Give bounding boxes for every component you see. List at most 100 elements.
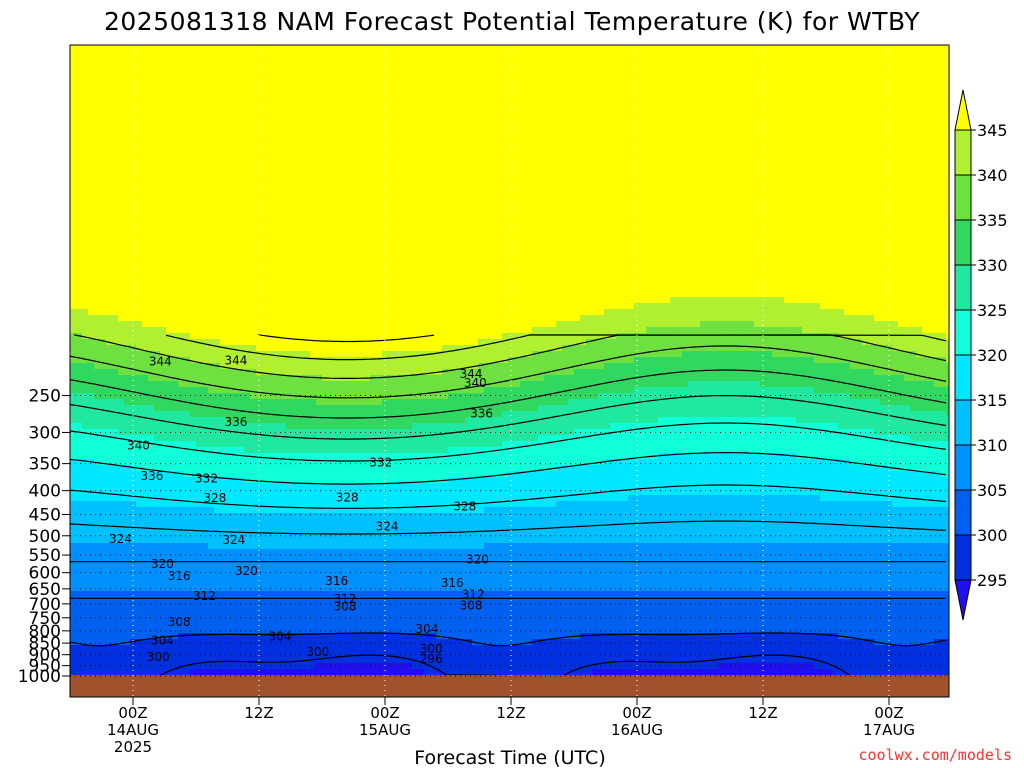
field-cell bbox=[76, 195, 83, 202]
field-cell bbox=[196, 543, 203, 550]
field-cell bbox=[178, 231, 185, 238]
field-cell bbox=[112, 267, 119, 274]
field-cell bbox=[130, 351, 137, 358]
field-cell bbox=[328, 537, 335, 544]
field-cell bbox=[160, 117, 167, 124]
field-cell bbox=[286, 495, 293, 502]
field-cell bbox=[160, 207, 167, 214]
field-cell bbox=[286, 345, 293, 352]
field-cell bbox=[340, 63, 347, 70]
field-cell bbox=[196, 159, 203, 166]
field-cell bbox=[250, 633, 257, 640]
field-cell bbox=[280, 531, 287, 538]
field-cell bbox=[130, 285, 137, 292]
field-cell bbox=[70, 141, 77, 148]
field-cell bbox=[268, 93, 275, 100]
field-cell bbox=[82, 201, 89, 208]
field-cell bbox=[280, 537, 287, 544]
field-cell bbox=[202, 459, 209, 466]
field-cell bbox=[154, 279, 161, 286]
field-cell bbox=[250, 249, 257, 256]
field-cell bbox=[178, 597, 185, 604]
field-cell bbox=[202, 639, 209, 646]
field-cell bbox=[136, 339, 143, 346]
field-cell bbox=[310, 225, 317, 232]
field-cell bbox=[112, 129, 119, 136]
field-cell bbox=[256, 459, 263, 466]
field-cell bbox=[154, 339, 161, 346]
field-cell bbox=[298, 231, 305, 238]
field-cell bbox=[208, 525, 215, 532]
field-cell bbox=[136, 363, 143, 370]
field-cell bbox=[256, 45, 263, 52]
field-cell bbox=[142, 639, 149, 646]
field-cell bbox=[196, 477, 203, 484]
field-cell bbox=[142, 471, 149, 478]
field-cell bbox=[340, 333, 347, 340]
field-cell bbox=[76, 657, 83, 664]
field-cell bbox=[142, 189, 149, 196]
field-cell bbox=[220, 579, 227, 586]
field-cell bbox=[178, 501, 185, 508]
field-cell bbox=[112, 621, 119, 628]
field-cell bbox=[274, 573, 281, 580]
field-cell bbox=[160, 471, 167, 478]
field-cell bbox=[310, 603, 317, 610]
field-cell bbox=[298, 567, 305, 574]
field-cell bbox=[280, 561, 287, 568]
field-cell bbox=[178, 129, 185, 136]
field-cell bbox=[178, 219, 185, 226]
field-cell bbox=[250, 237, 257, 244]
field-cell bbox=[328, 297, 335, 304]
field-cell bbox=[190, 549, 197, 556]
field-cell bbox=[220, 441, 227, 448]
field-cell bbox=[322, 99, 329, 106]
field-cell bbox=[178, 351, 185, 358]
field-cell bbox=[106, 585, 113, 592]
field-cell bbox=[172, 249, 179, 256]
field-cell bbox=[88, 441, 95, 448]
field-cell bbox=[244, 255, 251, 262]
field-cell bbox=[202, 537, 209, 544]
field-cell bbox=[274, 195, 281, 202]
field-cell bbox=[70, 129, 77, 136]
field-cell bbox=[208, 309, 215, 316]
field-cell bbox=[190, 297, 197, 304]
field-cell bbox=[316, 183, 323, 190]
field-cell bbox=[214, 519, 221, 526]
field-cell bbox=[154, 531, 161, 538]
field-cell bbox=[262, 69, 269, 76]
field-cell bbox=[82, 75, 89, 82]
field-cell bbox=[190, 267, 197, 274]
field-cell bbox=[280, 423, 287, 430]
field-cell bbox=[310, 555, 317, 562]
field-cell bbox=[196, 177, 203, 184]
field-cell bbox=[82, 405, 89, 412]
field-cell bbox=[142, 345, 149, 352]
field-cell bbox=[100, 375, 107, 382]
field-cell bbox=[250, 435, 257, 442]
field-cell bbox=[100, 567, 107, 574]
field-cell bbox=[208, 243, 215, 250]
field-cell bbox=[106, 459, 113, 466]
field-cell bbox=[70, 177, 77, 184]
field-cell bbox=[280, 99, 287, 106]
field-cell bbox=[100, 537, 107, 544]
field-cell bbox=[214, 249, 221, 256]
field-cell bbox=[106, 669, 113, 676]
field-cell bbox=[196, 237, 203, 244]
field-cell bbox=[154, 633, 161, 640]
field-cell bbox=[340, 513, 347, 520]
field-cell bbox=[118, 297, 125, 304]
field-cell bbox=[148, 309, 155, 316]
field-cell bbox=[94, 63, 101, 70]
field-cell bbox=[166, 663, 173, 670]
field-cell bbox=[340, 405, 347, 412]
field-cell bbox=[262, 495, 269, 502]
field-cell bbox=[244, 543, 251, 550]
field-cell bbox=[340, 411, 347, 418]
field-cell bbox=[130, 123, 137, 130]
field-cell bbox=[220, 201, 227, 208]
field-cell bbox=[124, 609, 131, 616]
field-cell bbox=[184, 579, 191, 586]
